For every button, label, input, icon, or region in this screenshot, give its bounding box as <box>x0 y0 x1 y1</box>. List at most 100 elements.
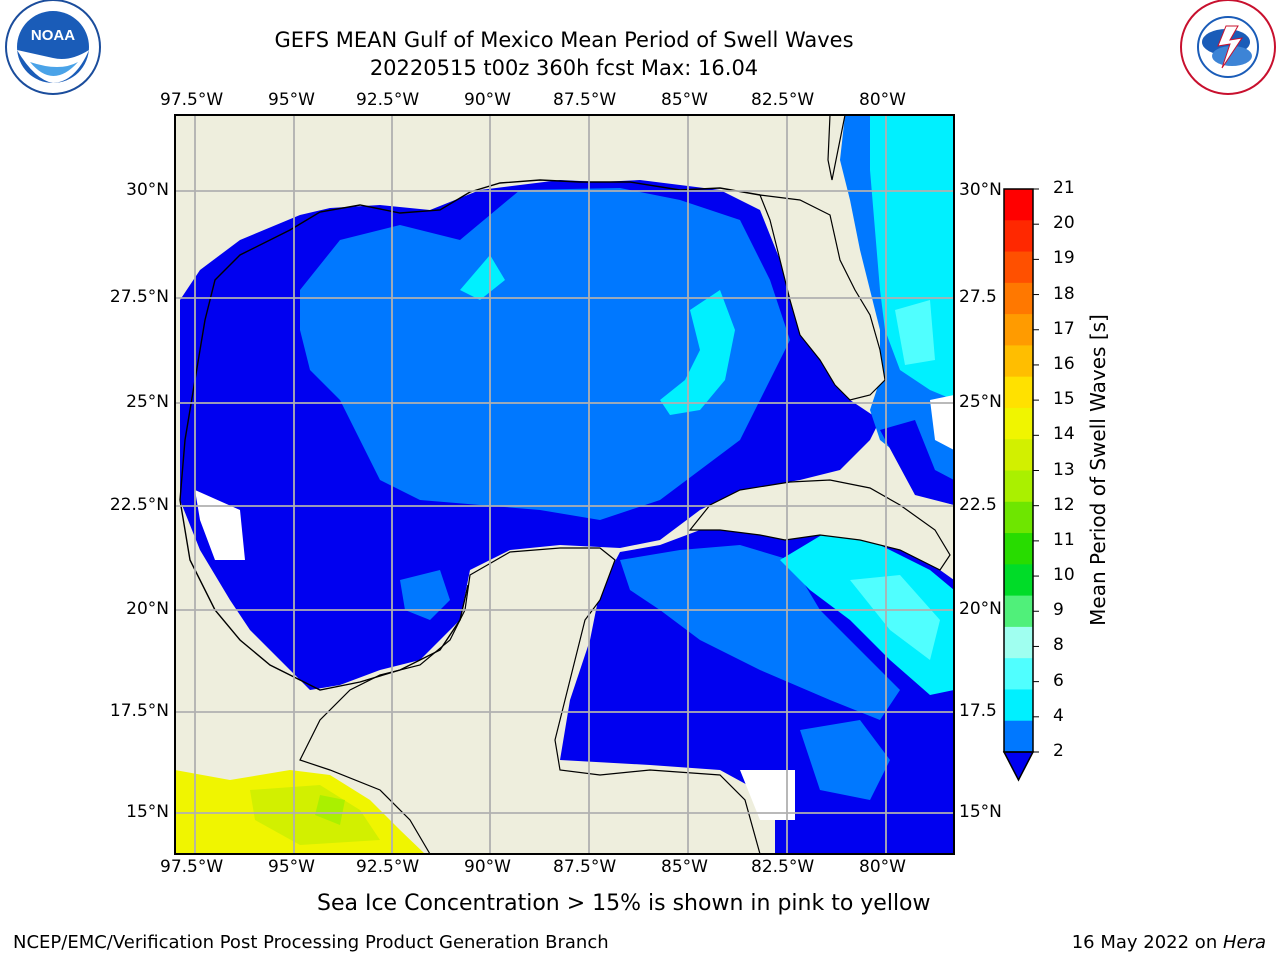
colorbar-label: 21 <box>1053 178 1075 198</box>
caribbean-water <box>560 525 954 854</box>
colorbar-segment <box>1004 626 1033 659</box>
atlantic-deep-blue <box>880 420 954 505</box>
colorbar-segment <box>1004 658 1033 690</box>
colorbar-segment <box>1004 439 1033 471</box>
lon-tick-bottom: 95°W <box>268 857 315 877</box>
lon-tick-top: 92.5°W <box>356 90 420 110</box>
lon-tick-bottom: 85°W <box>661 857 708 877</box>
lon-tick-bottom: 97.5°W <box>160 857 224 877</box>
atlantic-swell-4-6s <box>870 115 954 400</box>
colorbar-label: 4 <box>1053 705 1064 726</box>
colorbar-segment <box>1004 220 1033 253</box>
lat-tick-left: 15°N <box>126 802 169 822</box>
colorbar-segment <box>1004 720 1033 753</box>
lat-tick-right: 22.5 <box>959 495 997 515</box>
colorbar-segment <box>1004 251 1033 284</box>
map-area <box>175 115 954 854</box>
colorbar-label: 6 <box>1053 670 1064 691</box>
colorbar-label: 11 <box>1053 529 1075 550</box>
lat-tick-left: 25°N <box>126 392 169 412</box>
colorbar <box>1002 188 1039 782</box>
colorbar-segment <box>1004 407 1033 440</box>
lat-tick-left: 30°N <box>126 180 169 200</box>
colorbar-segment <box>1004 470 1033 503</box>
lat-tick-right: 30°N <box>959 180 1002 200</box>
colorbar-segment <box>1004 595 1033 628</box>
lon-tick-top: 90°W <box>464 90 511 110</box>
colorbar-label: 8 <box>1053 635 1064 656</box>
yucatan-land <box>299 547 761 854</box>
lon-tick-bottom: 80°W <box>859 857 906 877</box>
colorbar-segment <box>1004 189 1033 221</box>
lon-tick-bottom: 92.5°W <box>356 857 420 877</box>
lat-tick-left: 27.5°N <box>109 287 169 307</box>
lat-tick-right: 15°N <box>959 802 1002 822</box>
colorbar-segment <box>1004 345 1033 378</box>
lon-tick-top: 87.5°W <box>553 90 617 110</box>
pacific-swell-12-13s <box>315 795 345 825</box>
georgia-coast <box>827 115 846 181</box>
lon-tick-bottom: 87.5°W <box>553 857 617 877</box>
lat-tick-right: 27.5 <box>959 287 997 307</box>
lat-tick-right: 20°N <box>959 599 1002 619</box>
colorbar-label: 17 <box>1053 318 1075 339</box>
colorbar-label: 2 <box>1053 741 1064 761</box>
colorbar-segment <box>1004 282 1033 315</box>
colorbar-title: Mean Period of Swell Waves [s] <box>1086 314 1110 626</box>
mexico-coastline <box>179 499 469 691</box>
gulf-swell-2-4s <box>300 188 790 520</box>
pacific-region <box>175 770 425 854</box>
caribbean-swell-4-6s <box>780 530 954 695</box>
caribbean-swell-6-8s <box>850 575 940 660</box>
lon-tick-top: 95°W <box>268 90 315 110</box>
caribbean-swell-2-4s-b <box>800 720 890 800</box>
sea-ice-note: Sea Ice Concentration > 15% is shown in … <box>317 891 931 916</box>
missing-west <box>195 490 245 560</box>
footer-date: 16 May 2022 on Hera <box>1072 932 1266 953</box>
footer-credit: NCEP/EMC/Verification Post Processing Pr… <box>13 932 609 953</box>
gridlines <box>175 115 954 854</box>
gulf-water <box>180 180 880 690</box>
caribbean-swell-2-4s <box>620 545 900 720</box>
lon-tick-top: 97.5°W <box>160 90 224 110</box>
svg-text:NOAA: NOAA <box>31 27 75 44</box>
colorbar-segment <box>1004 501 1033 534</box>
map-title: GEFS MEAN Gulf of Mexico Mean Period of … <box>274 28 854 52</box>
gulf-swell-2-4s-south <box>400 570 450 620</box>
colorbar-label: 12 <box>1053 494 1075 515</box>
lon-tick-bottom: 90°W <box>464 857 511 877</box>
colorbar-segment <box>1004 376 1033 409</box>
lon-tick-top: 82.5°W <box>751 90 815 110</box>
colorbar-label: 19 <box>1053 248 1075 269</box>
lat-tick-left: 22.5°N <box>109 495 169 515</box>
missing-caribbean <box>740 770 795 820</box>
lat-tick-left: 17.5°N <box>109 701 169 721</box>
map-frame <box>174 114 955 855</box>
colorbar-segment <box>1004 314 1033 346</box>
missing-atlantic <box>930 395 954 450</box>
colorbar-label: 14 <box>1053 424 1075 445</box>
footer-host: Hera <box>1222 932 1266 953</box>
colorbar-segment <box>1004 533 1033 565</box>
lon-tick-bottom: 82.5°W <box>751 857 815 877</box>
atlantic-swell-6-8s <box>895 300 935 365</box>
lon-tick-top: 85°W <box>661 90 708 110</box>
footer-date-text: 16 May 2022 on <box>1071 932 1223 953</box>
nws-logo <box>1180 0 1276 95</box>
colorbar-label: 16 <box>1053 353 1075 374</box>
colorbar-extend-triangle <box>1002 751 1035 782</box>
colorbar-label: 10 <box>1053 565 1075 586</box>
colorbar-segment <box>1004 564 1033 597</box>
colorbar-label: 13 <box>1053 459 1075 480</box>
lat-tick-right: 25°N <box>959 392 1002 412</box>
gulf-swell-4-6s-b <box>660 290 735 415</box>
noaa-logo: NOAA <box>5 0 101 95</box>
colorbar-label: 20 <box>1053 213 1075 234</box>
gulf-swell-4-6s-a <box>460 255 505 300</box>
lat-tick-right: 17.5 <box>959 701 997 721</box>
map-subtitle: 20220515 t00z 360h fcst Max: 16.04 <box>369 56 759 80</box>
lat-tick-left: 20°N <box>126 599 169 619</box>
northern-coastline <box>179 179 761 501</box>
colorbar-label: 18 <box>1053 283 1075 304</box>
